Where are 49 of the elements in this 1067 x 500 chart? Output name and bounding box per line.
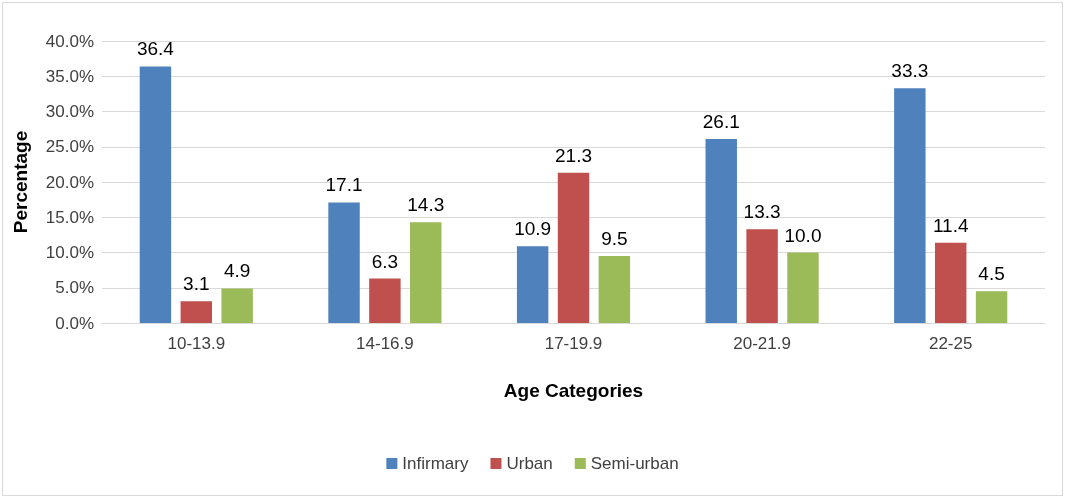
bar <box>598 256 631 323</box>
data-label: 3.1 <box>183 273 210 295</box>
legend-label: Semi-urban <box>590 454 679 473</box>
bar <box>221 288 253 323</box>
x-tick-label: 10-13.9 <box>167 334 226 353</box>
data-label: 6.3 <box>371 250 399 272</box>
bar <box>705 139 737 323</box>
y-tick-label: 5.0% <box>55 278 94 298</box>
data-label: 9.5 <box>601 228 628 250</box>
data-label: 4.5 <box>978 263 1005 285</box>
data-label: 21.3 <box>555 144 592 166</box>
y-tick-label: 35.0% <box>45 66 94 86</box>
bar <box>180 301 213 323</box>
y-tick-label: 40.0% <box>45 31 94 51</box>
data-label: 33.3 <box>891 60 929 82</box>
y-tick-label: 30.0% <box>45 102 94 121</box>
y-tick-label: 0.0% <box>55 313 94 333</box>
x-tick-label: 17-19.9 <box>544 334 603 353</box>
x-tick-label: 20-21.9 <box>733 334 791 353</box>
data-label: 11.4 <box>932 214 969 236</box>
y-tick-label: 25.0% <box>45 137 94 157</box>
data-label: 4.9 <box>223 260 251 282</box>
data-label: 26.1 <box>702 111 740 132</box>
x-axis-title: Age Categories <box>503 380 644 401</box>
bar <box>975 291 1008 323</box>
bar <box>139 66 172 323</box>
bar <box>894 88 926 323</box>
data-label: 17.1 <box>325 174 363 196</box>
bar <box>369 278 401 323</box>
data-label: 13.3 <box>743 201 781 223</box>
bar <box>746 229 778 323</box>
data-label: 10.0 <box>784 224 822 246</box>
x-tick-label: 22-25 <box>928 334 973 353</box>
y-axis-title: Percentage <box>10 130 31 234</box>
y-tick-label: 15.0% <box>45 207 94 227</box>
bar <box>516 246 549 323</box>
data-label: 14.3 <box>407 194 445 216</box>
y-tick-label: 20.0% <box>45 172 94 192</box>
x-tick-label: 14-16.9 <box>356 334 414 353</box>
bar <box>410 222 442 323</box>
y-tick-label: 10.0% <box>45 243 94 262</box>
bar <box>557 172 590 323</box>
data-label: 36.4 <box>136 38 175 60</box>
bar <box>787 252 819 323</box>
legend-label: Urban <box>506 454 553 473</box>
legend-label: Infirmary <box>402 454 469 473</box>
data-label: 10.9 <box>514 218 552 240</box>
bar <box>934 242 967 323</box>
bar <box>328 202 360 323</box>
